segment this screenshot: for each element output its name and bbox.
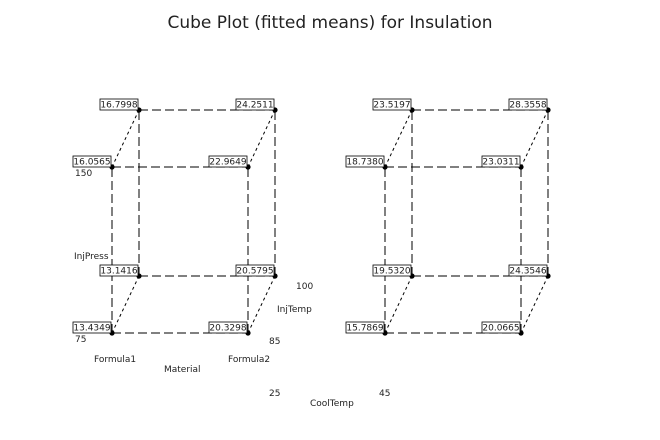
injtemp-hi-label: 100 [296, 282, 313, 292]
value-box [208, 155, 248, 168]
value-label: 20.3298 [209, 324, 246, 334]
value-box [99, 264, 139, 277]
cube-edge [520, 275, 549, 334]
value-label: 23.0311 [482, 158, 519, 168]
value-box [372, 98, 412, 111]
value-box [99, 98, 139, 111]
value-box [508, 98, 548, 111]
cooltemp-axis-label: CoolTemp [310, 399, 354, 409]
value-box [208, 321, 248, 334]
value-box [508, 264, 548, 277]
value-label: 16.0565 [73, 158, 110, 168]
value-label: 23.5197 [373, 101, 410, 111]
chart-title: Cube Plot (fitted means) for Insulation [167, 13, 492, 33]
value-label: 20.0665 [482, 324, 519, 334]
material-hi-label: Formula2 [228, 355, 270, 365]
value-box [481, 155, 521, 168]
cube-edge [384, 275, 413, 334]
material-lo-label: Formula1 [94, 355, 136, 365]
cube-edge [247, 275, 276, 334]
injpress-hi-label: 150 [75, 169, 92, 179]
injtemp-lo-label: 85 [269, 337, 280, 347]
cubes-layer: 13.4349 20.3298 13.1416 20.5795 16.0565 22.96… [72, 98, 551, 336]
value-label: 20.5795 [236, 267, 273, 277]
value-box [72, 321, 112, 334]
value-label: 16.7998 [100, 101, 137, 111]
value-label: 19.5320 [373, 267, 410, 277]
material-axis-label: Material [164, 365, 201, 375]
cube-edge [520, 109, 549, 168]
value-label: 18.7380 [346, 158, 383, 168]
value-box [235, 264, 275, 277]
cooltemp-lo-label: 25 [269, 389, 280, 399]
value-box [345, 321, 385, 334]
cube-edge [111, 109, 140, 168]
value-box [345, 155, 385, 168]
cube-edge [247, 109, 276, 168]
value-box [481, 321, 521, 334]
cooltemp-hi-label: 45 [379, 389, 390, 399]
value-label: 28.3558 [509, 101, 546, 111]
injpress-axis-label: InjPress [74, 252, 109, 262]
value-box [372, 264, 412, 277]
cube-edge [384, 109, 413, 168]
cube-edge [111, 275, 140, 334]
value-label: 13.4349 [73, 324, 110, 334]
injpress-lo-label: 75 [75, 335, 86, 345]
value-box [72, 155, 112, 168]
value-label: 24.2511 [236, 101, 273, 111]
value-label: 13.1416 [100, 267, 137, 277]
value-label: 22.9649 [209, 158, 246, 168]
value-label: 15.7869 [346, 324, 383, 334]
injtemp-axis-label: InjTemp [277, 305, 312, 315]
value-label: 24.3546 [509, 267, 546, 277]
value-box [235, 98, 275, 111]
